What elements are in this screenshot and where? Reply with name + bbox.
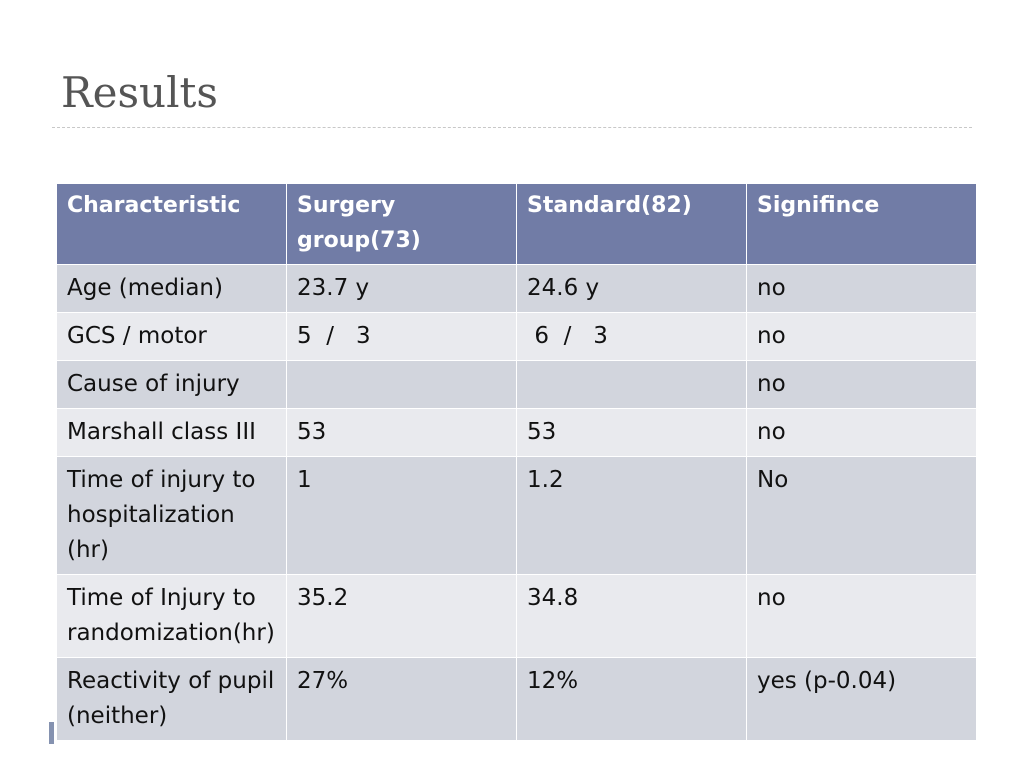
table-cell: Reactivity of pupil (neither) [56,657,287,741]
table-cell: no [746,574,977,658]
title-divider [52,127,972,128]
header-surgery-group: Surgery group(73) [286,183,517,265]
header-characteristic: Characteristic [56,183,287,265]
slide-title: Results [61,68,218,117]
table-cell: 1.2 [516,456,747,575]
table-cell: 24.6 y [516,264,747,313]
table-cell: 53 [516,408,747,457]
table-row: Age (median) 23.7 y 24.6 y no [56,264,977,313]
table-cell: 27% [286,657,517,741]
table-cell: 6 / 3 [516,312,747,361]
table-cell: no [746,312,977,361]
table-cell: no [746,264,977,313]
table-row: Time of injury to hospitalization (hr) 1… [56,456,977,575]
table-cell: Age (median) [56,264,287,313]
table-row: Reactivity of pupil (neither) 27% 12% ye… [56,657,977,741]
table-cell: no [746,408,977,457]
table-cell: GCS / motor [56,312,287,361]
table-cell: 35.2 [286,574,517,658]
table-cell: 5 / 3 [286,312,517,361]
table-cell: Time of injury to hospitalization (hr) [56,456,287,575]
table-cell: Cause of injury [56,360,287,409]
table-cell: 34.8 [516,574,747,658]
table-cell [286,360,517,409]
table-row: Time of Injury to randomization(hr) 35.2… [56,574,977,658]
table-cell: Time of Injury to randomization(hr) [56,574,287,658]
table-cell: Marshall class III [56,408,287,457]
table-cell: 12% [516,657,747,741]
header-standard: Standard(82) [516,183,747,265]
slide-side-marker [49,722,54,744]
table-cell: 1 [286,456,517,575]
table-cell: yes (p-0.04) [746,657,977,741]
table-cell: No [746,456,977,575]
table-row: GCS / motor 5 / 3 6 / 3 no [56,312,977,361]
table-row: Cause of injury no [56,360,977,409]
table-header-row: Characteristic Surgery group(73) Standar… [56,183,977,265]
table-cell [516,360,747,409]
table-cell: 23.7 y [286,264,517,313]
table-row: Marshall class III 53 53 no [56,408,977,457]
table-cell: 53 [286,408,517,457]
results-table: Characteristic Surgery group(73) Standar… [56,183,977,741]
header-significance: Signifince [746,183,977,265]
table-cell: no [746,360,977,409]
